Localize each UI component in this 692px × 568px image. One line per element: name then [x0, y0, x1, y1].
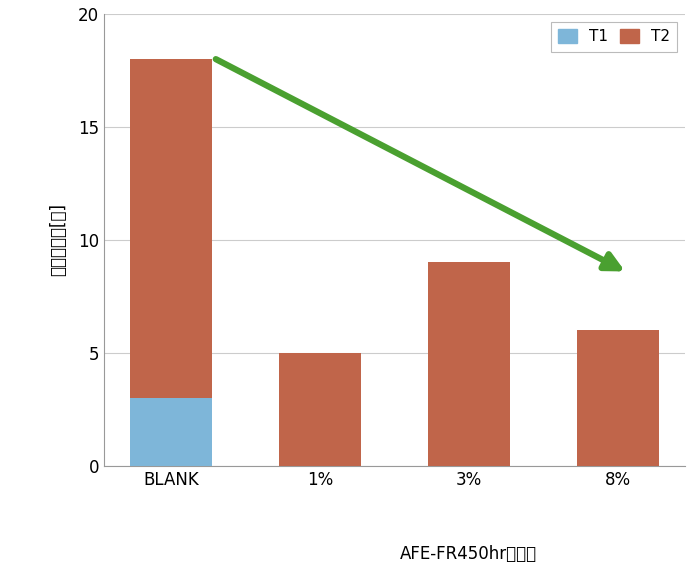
Bar: [130, 398, 212, 466]
Legend: T1, T2: T1, T2: [551, 22, 677, 52]
Bar: [130, 59, 212, 398]
Bar: [428, 262, 510, 466]
Bar: [576, 330, 659, 466]
Text: AFE-FR450hr添加量: AFE-FR450hr添加量: [400, 545, 538, 563]
Bar: [279, 353, 361, 466]
Y-axis label: 総燃焼時間[秒]: 総燃焼時間[秒]: [48, 203, 66, 277]
